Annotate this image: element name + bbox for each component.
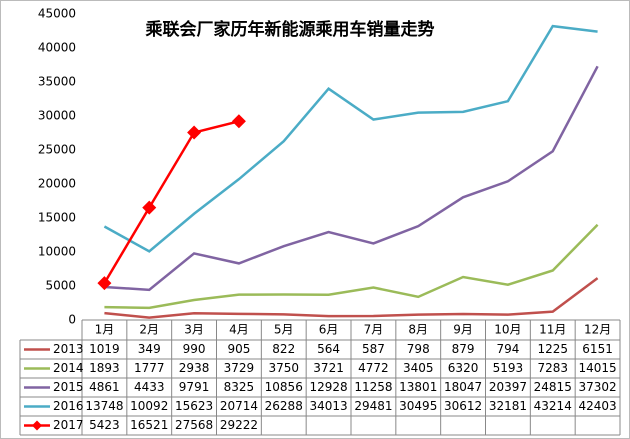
table-value: 9791 (179, 380, 210, 394)
x-tick-label: 1月 (95, 323, 115, 337)
series-line (104, 223, 599, 310)
x-tick-label: 5月 (274, 323, 294, 337)
table-value: 10092 (130, 399, 168, 413)
x-tick-label: 9月 (453, 323, 473, 337)
table-value: 15623 (175, 399, 213, 413)
table-value: 20714 (220, 399, 258, 413)
chart-title: 乘联会厂家历年新能源乘用车销量走势 (145, 19, 435, 40)
legend-label: 2013 (53, 342, 84, 356)
table-value: 18047 (444, 380, 482, 394)
table-value: 905 (227, 342, 250, 356)
table-value: 1893 (89, 361, 120, 375)
table-value: 1019 (89, 342, 120, 356)
table-value: 587 (362, 342, 385, 356)
table-value: 349 (138, 342, 161, 356)
table-value: 7283 (537, 361, 568, 375)
table-value: 12928 (309, 380, 347, 394)
x-tick-label: 8月 (408, 323, 428, 337)
y-tick-label: 35000 (38, 75, 76, 89)
table-value: 6151 (582, 342, 613, 356)
table-value: 27568 (175, 418, 213, 432)
x-tick-label: 3月 (184, 323, 204, 337)
table-value: 3405 (403, 361, 434, 375)
table-value: 13801 (399, 380, 437, 394)
series-line (104, 65, 599, 292)
table-value: 30495 (399, 399, 437, 413)
table-value: 37302 (578, 380, 616, 394)
x-tick-label: 6月 (319, 323, 339, 337)
x-tick-label: 2月 (139, 323, 159, 337)
series-marker (187, 125, 202, 140)
table-value: 6320 (448, 361, 479, 375)
table-value: 4772 (358, 361, 389, 375)
table-value: 30612 (444, 399, 482, 413)
y-tick-label: 40000 (38, 41, 76, 55)
table-value: 822 (272, 342, 295, 356)
legend-label: 2017 (53, 418, 84, 432)
y-tick-label: 5000 (45, 279, 76, 293)
x-tick-label: 10月 (494, 323, 521, 337)
table-value: 10856 (265, 380, 303, 394)
table-value: 1777 (134, 361, 165, 375)
table-value: 5423 (89, 418, 120, 432)
x-tick-label: 12月 (584, 323, 611, 337)
table-value: 879 (452, 342, 475, 356)
y-tick-label: 45000 (38, 7, 76, 21)
series-marker (97, 276, 112, 291)
series-line (103, 24, 598, 253)
y-tick-label: 10000 (38, 245, 76, 259)
series-marker (142, 200, 157, 215)
y-tick-label: 20000 (38, 177, 76, 191)
table-value: 16521 (130, 418, 168, 432)
legend-label: 2016 (53, 399, 84, 413)
legend-label: 2014 (53, 361, 84, 375)
x-tick-label: 7月 (364, 323, 384, 337)
table-value: 798 (407, 342, 430, 356)
table-value: 34013 (309, 399, 347, 413)
table-value: 32181 (489, 399, 527, 413)
table-value: 8325 (224, 380, 255, 394)
table-value: 2938 (179, 361, 210, 375)
table-value: 24815 (534, 380, 572, 394)
table-value: 20397 (489, 380, 527, 394)
table-value: 3721 (313, 361, 344, 375)
y-tick-label: 15000 (38, 211, 76, 225)
legend-label: 2015 (53, 380, 84, 394)
x-tick-label: 11月 (539, 323, 566, 337)
series-line (104, 277, 599, 319)
x-tick-label: 4月 (229, 323, 249, 337)
table-value: 990 (183, 342, 206, 356)
y-tick-label: 0 (68, 313, 76, 327)
table-value: 11258 (354, 380, 392, 394)
table-value: 4433 (134, 380, 165, 394)
table-value: 5193 (493, 361, 524, 375)
y-tick-label: 25000 (38, 143, 76, 157)
table-value: 4861 (89, 380, 120, 394)
y-tick-label: 30000 (38, 109, 76, 123)
series-marker (231, 114, 246, 129)
table-value: 3750 (268, 361, 299, 375)
table-value: 14015 (578, 361, 616, 375)
table-value: 564 (317, 342, 340, 356)
table-value: 29481 (354, 399, 392, 413)
table-value: 26288 (265, 399, 303, 413)
table-value: 29222 (220, 418, 258, 432)
series-line (103, 120, 240, 284)
table-value: 13748 (85, 399, 123, 413)
legend-marker (32, 420, 42, 431)
table-value: 43214 (534, 399, 572, 413)
table-value: 794 (496, 342, 519, 356)
table-value: 42403 (578, 399, 616, 413)
table-value: 3729 (224, 361, 255, 375)
table-value: 1225 (537, 342, 568, 356)
